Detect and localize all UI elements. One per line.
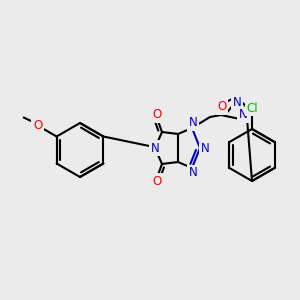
Text: N: N — [189, 167, 197, 179]
Text: N: N — [238, 109, 247, 122]
Text: Cl: Cl — [246, 101, 258, 115]
Text: N: N — [232, 95, 242, 109]
Text: N: N — [151, 142, 159, 154]
Text: O: O — [153, 108, 162, 121]
Text: O: O — [218, 100, 226, 113]
Text: O: O — [153, 175, 162, 188]
Text: N: N — [201, 142, 209, 154]
Text: N: N — [189, 116, 197, 130]
Text: O: O — [33, 119, 42, 132]
